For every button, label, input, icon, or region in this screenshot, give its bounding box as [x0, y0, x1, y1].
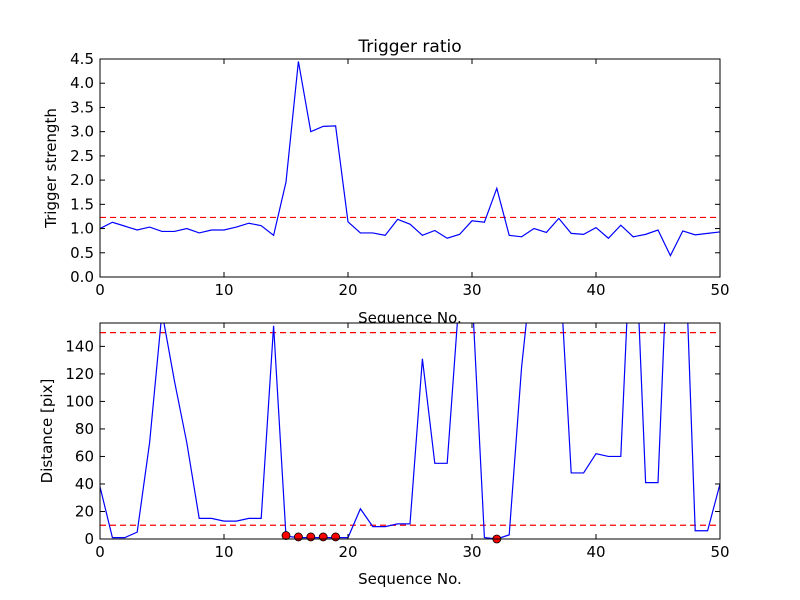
- x-tick-label: 30: [462, 281, 481, 299]
- y-tick-label: 4.5: [70, 50, 94, 68]
- trigger-ratio-chart: Trigger ratio 0 10 20 30 40 50 0.0 0.5 1.0 1.5 2.0…: [42, 37, 730, 327]
- data-marker: [306, 532, 316, 542]
- x-tick-label: 20: [338, 281, 357, 299]
- x-tick-label: 20: [338, 543, 357, 561]
- plot-frame: [100, 59, 720, 277]
- x-tick-label: 10: [214, 281, 233, 299]
- x-tick-label: 50: [710, 281, 729, 299]
- y-tick-label: 100: [65, 392, 94, 410]
- y-axis-label: Trigger strength: [42, 108, 60, 229]
- plot-border: [99, 322, 721, 540]
- y-axis-label: Distance [pix]: [38, 379, 56, 484]
- y-tick-label: 140: [65, 337, 94, 355]
- x-tick-label: 10: [214, 543, 233, 561]
- data-marker: [331, 532, 341, 542]
- distance-chart: 0 10 20 30 40 50 0 20 40 60 80 100 120 140 Sequence N…: [38, 322, 730, 588]
- y-tick-label: 2.0: [70, 171, 94, 189]
- plot-border: [99, 58, 721, 278]
- y-tick-label: 2.5: [70, 147, 94, 165]
- x-tick-label: 0: [95, 543, 105, 561]
- series-line: [100, 323, 720, 539]
- data-marker: [293, 532, 303, 542]
- y-tick-label: 1.5: [70, 195, 94, 213]
- chart-title: Trigger ratio: [357, 37, 461, 57]
- y-tick-label: 4.0: [70, 74, 94, 92]
- data-marker: [318, 532, 328, 542]
- x-tick-label: 40: [586, 543, 605, 561]
- y-tick-label: 1.0: [70, 220, 94, 238]
- y-tick-label: 60: [75, 447, 94, 465]
- x-tick-label: 40: [586, 281, 605, 299]
- y-tick-label: 3.5: [70, 98, 94, 116]
- y-tick-label: 20: [75, 502, 94, 520]
- x-axis-label: Sequence No.: [358, 570, 462, 588]
- plot-frame: [100, 323, 720, 539]
- x-tick-label: 30: [462, 543, 481, 561]
- y-tick-label: 0: [84, 530, 94, 548]
- data-marker: [281, 531, 291, 540]
- y-tick-label: 80: [75, 420, 94, 438]
- y-tick-label: 120: [65, 365, 94, 383]
- y-tick-label: 40: [75, 475, 94, 493]
- y-tick-label: 3.0: [70, 123, 94, 141]
- series-line: [100, 61, 720, 258]
- x-tick-label: 0: [95, 281, 105, 299]
- x-tick-label: 50: [710, 543, 729, 561]
- y-tick-label: 0.5: [70, 244, 94, 262]
- y-tick-label: 0.0: [70, 268, 94, 286]
